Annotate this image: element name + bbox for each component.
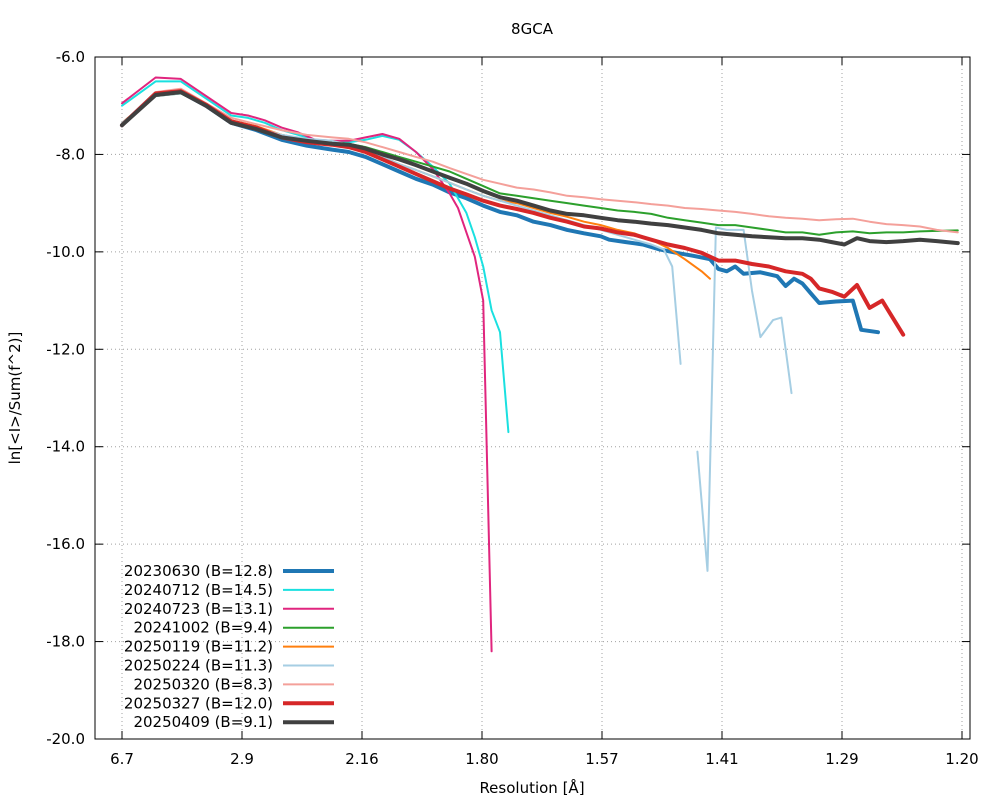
legend-label: 20241002 (B=9.4) (133, 619, 273, 637)
y-tick-label: -20.0 (46, 730, 85, 748)
x-tick-label: 6.7 (110, 750, 134, 768)
legend-label: 20240712 (B=14.5) (124, 581, 273, 599)
legend-label: 20240723 (B=13.1) (124, 600, 273, 618)
x-axis-label: Resolution [Å] (479, 778, 584, 797)
legend-label: 20250327 (B=12.0) (124, 694, 273, 712)
legend-label: 20250119 (B=11.2) (124, 638, 273, 656)
legend-label: 20250320 (B=8.3) (133, 675, 273, 693)
plot-frame (94, 56, 971, 740)
x-tick-label: 1.57 (585, 750, 618, 768)
series-layer (120, 76, 960, 653)
series-line (121, 91, 711, 280)
y-tick-label: -6.0 (56, 48, 85, 66)
y-tick-label: -18.0 (46, 633, 85, 651)
x-tick-label: 1.20 (945, 750, 978, 768)
y-tick-label: -14.0 (46, 438, 85, 456)
legend-label: 20250224 (B=11.3) (124, 657, 273, 675)
grid-layer (95, 57, 970, 739)
series-line (120, 90, 960, 247)
x-tick-label: 2.16 (345, 750, 378, 768)
y-tick-label: -12.0 (46, 340, 85, 358)
x-tick-label: 1.41 (705, 750, 738, 768)
y-axis-label: ln[<I>/Sum(f^2)] (6, 332, 24, 465)
x-tick-label: 1.29 (825, 750, 858, 768)
series-line (121, 80, 510, 434)
legend-label: 20250409 (B=9.1) (133, 713, 273, 731)
series-line (120, 90, 880, 335)
y-tick-label: -8.0 (56, 145, 85, 163)
tick-layer: 6.7 2.9 2.16 1.80 1.57 1.41 1.29 1.20 -6.0 -8.0 -1… (46, 48, 979, 768)
chart-title: 8GCA (511, 20, 554, 38)
legend: 20230630 (B=12.8)20240712 (B=14.5)202407… (124, 562, 334, 731)
x-tick-label: 1.80 (465, 750, 498, 768)
series-line (696, 226, 793, 572)
y-tick-label: -10.0 (46, 243, 85, 261)
y-tick-label: -16.0 (46, 535, 85, 553)
x-tick-label: 2.9 (230, 750, 254, 768)
series-line (121, 76, 493, 653)
legend-label: 20230630 (B=12.8) (124, 562, 273, 580)
series-line (121, 87, 959, 234)
